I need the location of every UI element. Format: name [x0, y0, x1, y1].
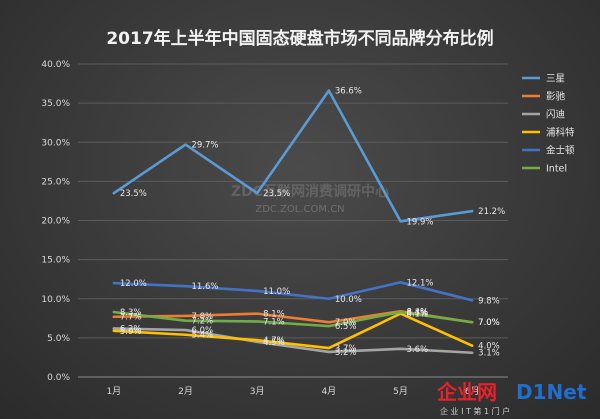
data-label: 8.3%	[407, 308, 429, 318]
data-label: 7.7%	[120, 313, 142, 323]
watermark: ZDC互联网消费调研中心 ZDC.ZOL.COM.CN	[231, 183, 389, 215]
data-label: 6.2%	[120, 324, 142, 334]
data-label: 3.1%	[478, 349, 500, 359]
data-label: 4.5%	[263, 338, 285, 348]
data-label: 10.0%	[335, 295, 362, 305]
data-label: 11.0%	[263, 287, 290, 297]
legend-label: 影驰	[546, 91, 566, 103]
logo-text-chinese: 企业网	[436, 380, 497, 404]
data-label: 7.0%	[478, 318, 500, 328]
data-label: 6.5%	[335, 322, 357, 332]
data-label: 4.0%	[478, 342, 500, 352]
legend-label: 金士顿	[546, 145, 575, 157]
data-label: 5.4%	[192, 331, 214, 341]
series-lines	[112, 89, 474, 355]
y-tick-label: 30.0%	[41, 138, 70, 148]
data-label: 7.8%	[192, 312, 214, 322]
data-label: 3.7%	[335, 344, 357, 354]
data-label: 12.0%	[120, 279, 147, 289]
x-tick-label: 2月	[178, 386, 193, 397]
series-line-5	[112, 310, 474, 328]
data-label: 8.3%	[120, 308, 142, 318]
data-labels: 23.5% 29.7% 23.5% 36.6% 19.9% 21.2% 7.7% 7.8% 8.…	[120, 87, 505, 359]
data-label: 7.1%	[263, 317, 285, 327]
watermark-main-text: ZDC互联网消费调研中心	[231, 183, 389, 200]
watermark-url-text: ZDC.ZOL.COM.CN	[255, 204, 344, 215]
data-label: 23.5%	[120, 189, 147, 199]
data-label: 36.6%	[335, 87, 362, 97]
data-label: 3.2%	[335, 348, 357, 358]
data-label: 9.8%	[478, 296, 500, 306]
x-tick-label: 5月	[393, 386, 408, 397]
legend-label: Intel	[546, 164, 567, 175]
legend-label: 浦科特	[546, 127, 575, 139]
y-tick-label: 10.0%	[41, 295, 70, 305]
y-tick-label: 15.0%	[41, 256, 70, 266]
data-label: 4.7%	[263, 336, 285, 346]
y-tick-label: 5.0%	[47, 334, 70, 344]
legend-label: 三星	[546, 74, 565, 85]
logo-text-latin: D1Net	[516, 380, 587, 404]
site-logo: 企业网 D1Net 企 业 I T 第 1 门 户	[436, 380, 587, 416]
x-tick-label: 3月	[250, 386, 265, 397]
data-label: 12.1%	[407, 278, 434, 288]
x-tick-label: 6月	[465, 386, 480, 397]
y-tick-label: 25.0%	[41, 177, 70, 187]
y-tick-label: 20.0%	[41, 217, 70, 227]
chart-title: 2017年上半年中国固态硬盘市场不同品牌分布比例	[106, 28, 493, 49]
data-label: 8.1%	[407, 310, 429, 320]
data-label: 19.9%	[407, 217, 434, 227]
data-label: 7.0%	[335, 318, 357, 328]
axes: 0.0% 5.0% 10.0% 15.0% 20.0% 25.0% 30.0% 35.0% 40…	[41, 60, 479, 397]
data-label: 7.2%	[192, 317, 214, 327]
data-label: 21.2%	[478, 207, 505, 217]
series-line-2	[112, 327, 474, 355]
y-tick-label: 0.0%	[47, 373, 70, 383]
legend-label: 闪迪	[546, 109, 566, 121]
data-label: 23.5%	[263, 189, 290, 199]
data-label: 29.7%	[192, 141, 219, 151]
data-label: 5.9%	[120, 327, 142, 337]
series-line-3	[112, 312, 474, 350]
y-tick-label: 40.0%	[41, 60, 70, 70]
data-label: 11.6%	[192, 282, 219, 292]
data-label: 8.1%	[263, 310, 285, 320]
data-label: 7.0%	[478, 318, 500, 328]
x-tick-label: 1月	[106, 386, 121, 397]
series-line-4	[112, 281, 474, 302]
data-label: 3.6%	[407, 345, 429, 355]
logo-subtitle: 企 业 I T 第 1 门 户	[440, 406, 510, 416]
grid-lines	[78, 63, 508, 378]
series-line-0	[112, 89, 474, 223]
data-label: 6.0%	[192, 326, 214, 336]
x-tick-label: 4月	[321, 386, 336, 397]
y-tick-label: 35.0%	[41, 99, 70, 109]
data-label: 8.4%	[407, 307, 429, 317]
